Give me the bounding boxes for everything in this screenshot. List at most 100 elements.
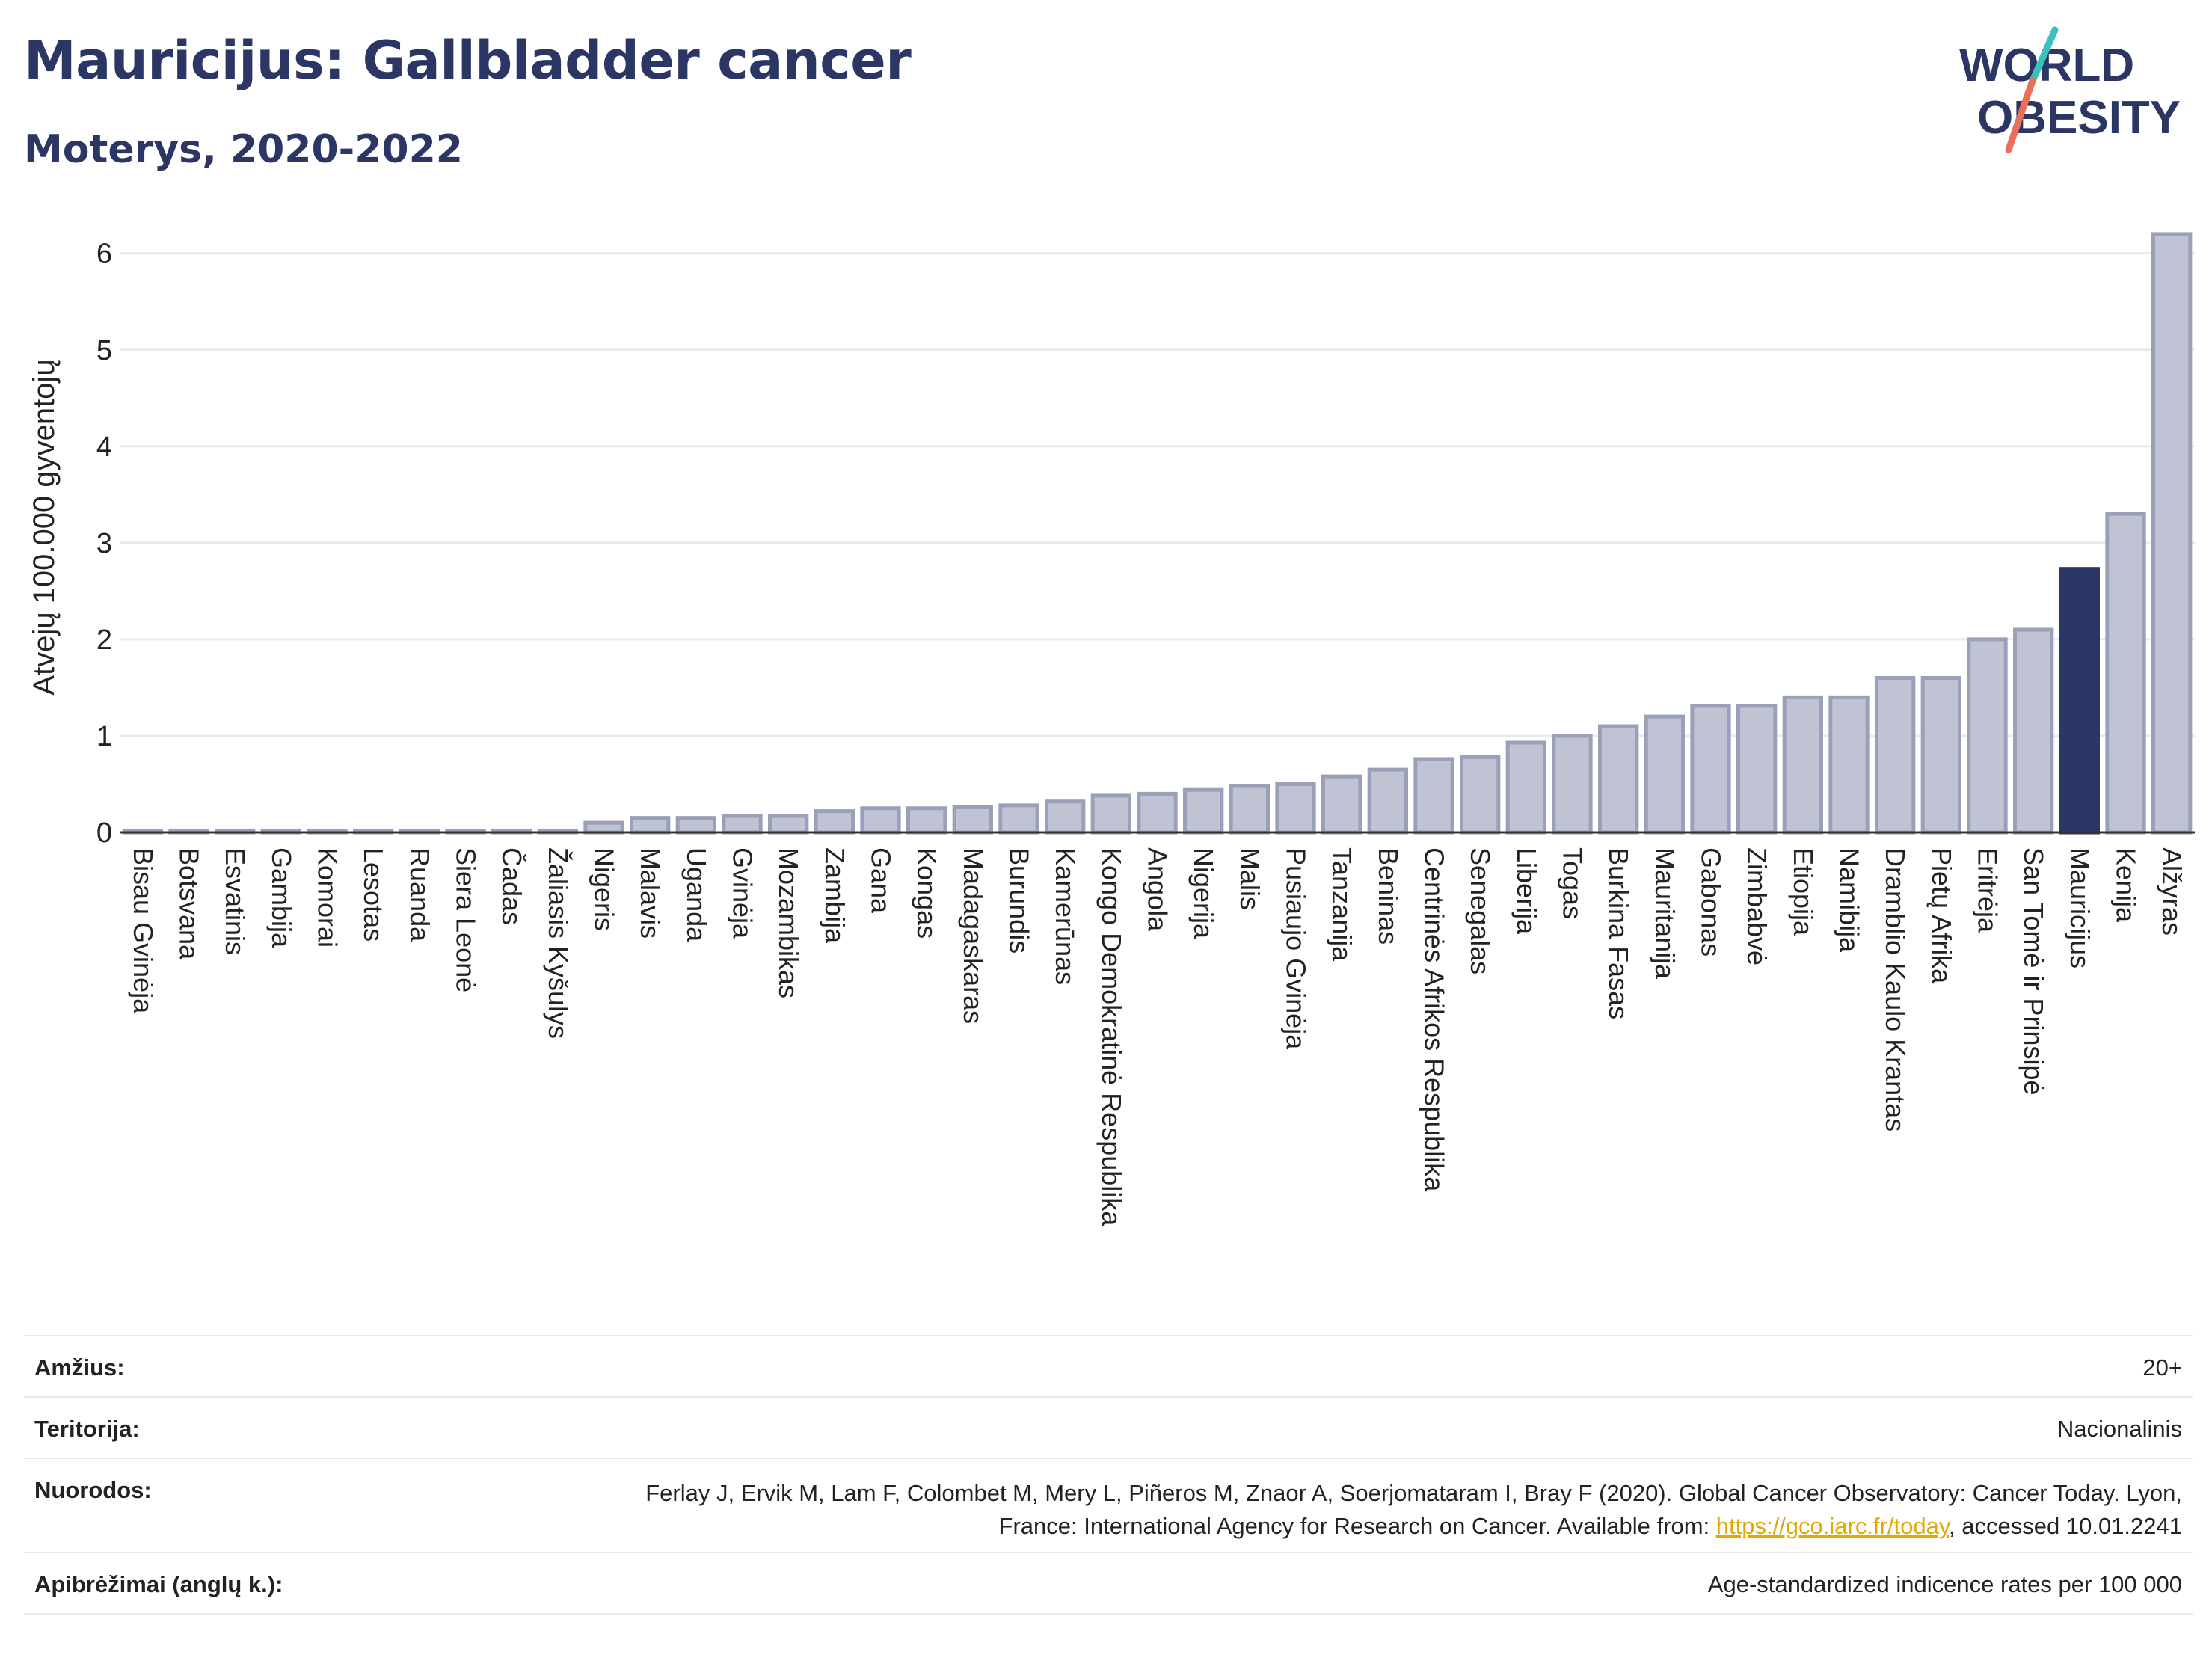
x-tick-label: Mauritanija xyxy=(1650,847,1680,980)
x-tick-label: Alžyras xyxy=(2157,847,2187,936)
x-tick-label: Mozambikas xyxy=(773,847,804,998)
x-tick-label: Burkina Fasas xyxy=(1603,847,1634,1019)
y-tick-label: 3 xyxy=(96,528,112,559)
x-tick-label: Pietų Afrika xyxy=(1926,847,1957,984)
x-tick-label: Eritrėja xyxy=(1973,847,2003,933)
x-tick-label: Etiopija xyxy=(1788,847,1819,936)
bar-chart: 0 1 2 3 4 5 6 Bisau Gvinėja Botsvana Esvatinis Ga… xyxy=(28,232,2195,1226)
y-tick-label: 2 xyxy=(96,624,112,656)
bar-11 xyxy=(630,816,671,835)
x-tick-label: Angola xyxy=(1143,847,1173,932)
bar-17 xyxy=(906,806,947,835)
bar-30 xyxy=(1505,740,1546,835)
x-tick-label: Zimbabvė xyxy=(1742,847,1772,965)
references-text-part-2: , accessed 10.01.2241 xyxy=(1949,1513,2182,1539)
page-title: Mauricijus: Gallbladder cancer xyxy=(24,30,912,91)
info-row-territory: Teritorija: Nacionalinis xyxy=(24,1396,2193,1458)
x-tick-label: Centrinės Afrikos Respublika xyxy=(1419,847,1450,1192)
bar-29 xyxy=(1460,755,1501,835)
x-tick-label: Ruanda xyxy=(405,847,435,942)
bar-43 xyxy=(2105,512,2146,835)
x-tick-label: Komorai xyxy=(313,847,343,948)
info-row-definitions: Apibrėžimai (anglų k.): Age-standardized… xyxy=(24,1552,2193,1615)
info-row-age: Amžius: 20+ xyxy=(24,1335,2193,1396)
bar-37 xyxy=(1828,695,1870,835)
bar-36 xyxy=(1782,695,1824,835)
bar-33 xyxy=(1644,714,1686,835)
bar-40 xyxy=(1967,637,2008,835)
x-tick-label: Kenija xyxy=(2111,847,2142,923)
bar-12 xyxy=(675,816,717,835)
bar-44 xyxy=(2151,232,2193,835)
x-tick-label: Zambija xyxy=(820,847,850,944)
x-tick-label: Madagaskaras xyxy=(958,847,989,1024)
logo-slash-teal-icon xyxy=(2029,26,2059,85)
bar-28 xyxy=(1413,757,1454,835)
x-tick-label: Dramblio Kaulo Krantas xyxy=(1880,847,1911,1132)
x-tick-label: Botsvana xyxy=(174,847,205,960)
x-tick-label: Togas xyxy=(1558,847,1588,919)
bar-20 xyxy=(1045,799,1086,835)
x-tick-label: Nigerija xyxy=(1188,847,1219,939)
bar-10 xyxy=(583,820,624,835)
x-tick-label: Nigeris xyxy=(589,847,620,931)
bar-31 xyxy=(1552,734,1593,835)
world-obesity-logo: WORLD OBESITY xyxy=(1959,26,2181,153)
y-tick-label: 5 xyxy=(96,335,112,366)
y-tick-label: 1 xyxy=(96,721,112,752)
x-tick-label: Gabonas xyxy=(1696,847,1727,957)
definitions-value: Age-standardized indicence rates per 100… xyxy=(1707,1571,2182,1597)
bar-19 xyxy=(998,803,1039,835)
definitions-label: Apibrėžimai (anglų k.): xyxy=(34,1571,283,1597)
bar-32 xyxy=(1598,724,1639,835)
bar-15 xyxy=(814,809,855,835)
x-tick-label: Namibija xyxy=(1834,847,1865,953)
info-table: Amžius: 20+ Teritorija: Nacionalinis Nuo… xyxy=(24,1335,2193,1615)
references-label: Nuorodos: xyxy=(34,1477,152,1503)
y-tick-label: 4 xyxy=(96,432,112,463)
x-tick-label: Kamerūnas xyxy=(1050,847,1081,985)
age-label: Amžius: xyxy=(34,1354,125,1381)
x-tick-label: Malis xyxy=(1235,847,1265,910)
bar-24 xyxy=(1229,784,1270,835)
x-tick-label: Tanzanija xyxy=(1327,847,1357,962)
bar-35 xyxy=(1736,704,1778,835)
page-subtitle: Moterys, 2020-2022 xyxy=(24,127,463,172)
x-tick-label: Burundis xyxy=(1004,847,1035,954)
references-text: Ferlay J, Ervik M, Lam F, Colombet M, Me… xyxy=(597,1477,2182,1543)
bar-34 xyxy=(1690,704,1731,835)
x-tick-label: Bisau Gvinėja xyxy=(128,847,159,1014)
x-tick-label: Pusiaujo Gvinėja xyxy=(1281,847,1312,1050)
bar-23 xyxy=(1183,787,1224,835)
gridlines xyxy=(120,252,2195,737)
territory-label: Teritorija: xyxy=(34,1416,140,1442)
bar-41 xyxy=(2013,627,2054,835)
x-axis-ticks: Bisau Gvinėja Botsvana Esvatinis Gambija Kom… xyxy=(128,847,2187,1226)
x-tick-label: Kongas xyxy=(912,847,942,939)
bar-38 xyxy=(1875,676,1916,835)
references-text-part-1: Ferlay J, Ervik M, Lam F, Colombet M, Me… xyxy=(645,1480,2182,1539)
x-tick-label: Mauricijus xyxy=(2065,847,2095,968)
references-link[interactable]: https://gco.iarc.fr/today xyxy=(1715,1513,1950,1539)
x-tick-label: Senegalas xyxy=(1465,847,1496,974)
x-tick-label: Siera Leonė xyxy=(451,847,482,992)
bars xyxy=(122,232,2193,835)
bar-42 xyxy=(2059,567,2101,835)
bar-14 xyxy=(768,814,809,835)
y-tick-label: 6 xyxy=(96,239,112,270)
y-axis-label: Atvejų 100.000 gyventojų xyxy=(28,359,61,695)
x-tick-label: Beninas xyxy=(1373,847,1404,945)
x-tick-label: Esvatinis xyxy=(220,847,251,955)
x-tick-label: Čadas xyxy=(497,847,527,925)
bar-16 xyxy=(860,806,901,835)
bar-27 xyxy=(1367,767,1408,835)
x-tick-label: Gana xyxy=(866,847,897,914)
y-axis-ticks: 0 1 2 3 4 5 6 xyxy=(96,239,112,849)
x-tick-label: Žaliasis Kyšulys xyxy=(543,847,574,1039)
bar-25 xyxy=(1275,782,1316,835)
logo-slash-coral-icon xyxy=(2005,77,2036,153)
info-row-references: Nuorodos: Ferlay J, Ervik M, Lam F, Colo… xyxy=(24,1458,2193,1552)
x-tick-label: Kongo Demokratinė Respublika xyxy=(1096,847,1127,1226)
x-tick-label: Gambija xyxy=(266,847,297,948)
x-tick-label: Gvinėja xyxy=(728,847,758,939)
